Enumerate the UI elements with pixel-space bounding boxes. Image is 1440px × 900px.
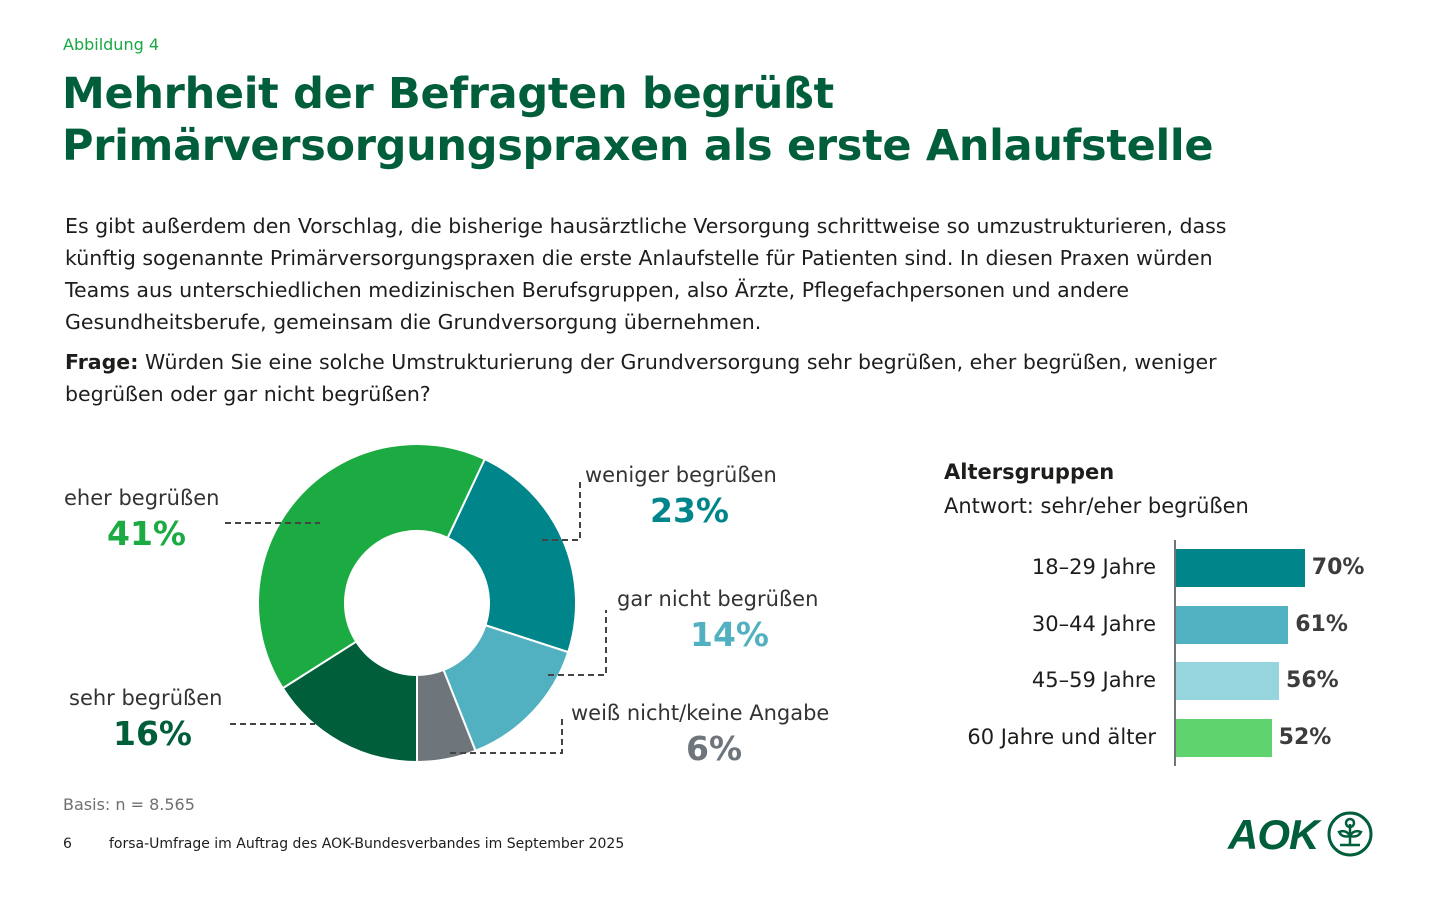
bar-category-label: 30–44 Jahre — [1031, 612, 1156, 636]
question-text: Frage: Würden Sie eine solche Umstruktur… — [65, 346, 1217, 410]
svg-text:AOK: AOK — [1227, 811, 1322, 858]
aok-logo: AOK — [1226, 808, 1376, 862]
question-line: begrüßen oder gar nicht begrüßen? — [65, 382, 431, 406]
slice-label-sehr: sehr begrüßen — [69, 686, 223, 710]
intro-line: künftig sogenannte Primärversorgungsprax… — [65, 246, 1213, 270]
slice-label-eher: eher begrüßen — [64, 486, 220, 510]
basis-note: Basis: n = 8.565 — [63, 795, 195, 814]
slice-value-sehr: 16% — [113, 714, 192, 753]
bar-value-label: 56% — [1286, 668, 1339, 693]
intro-line: Es gibt außerdem den Vorschlag, die bish… — [65, 214, 1227, 238]
leader-line-weniger — [542, 478, 581, 541]
bar-value-label: 61% — [1295, 612, 1348, 637]
page-title: Mehrheit der Befragten begrüßt Primärver… — [62, 68, 1214, 172]
page-number: 6 — [63, 836, 72, 852]
leader-line-weiss-nicht — [450, 715, 563, 754]
donut-slice-0 — [446, 457, 577, 654]
question-label: Frage: — [65, 350, 139, 374]
intro-line: Gesundheitsberufe, gemeinsam die Grundve… — [65, 310, 762, 334]
slice-label-weiss-nicht: weiß nicht/keine Angabe — [571, 701, 830, 725]
bar — [1176, 549, 1305, 587]
slice-value-gar-nicht: 14% — [690, 615, 769, 654]
bar — [1176, 662, 1280, 700]
bar-category-label: 45–59 Jahre — [1031, 668, 1156, 692]
slice-label-weniger: weniger begrüßen — [585, 463, 777, 487]
question-line: Würden Sie eine solche Umstrukturierung … — [138, 350, 1217, 374]
slice-value-weniger: 23% — [650, 491, 729, 530]
bar — [1176, 719, 1272, 757]
bar-axis — [1174, 540, 1176, 766]
slice-label-gar-nicht: gar nicht begrüßen — [617, 587, 819, 611]
leader-line-gar-nicht — [548, 610, 607, 676]
bar-chart-subtitle: Antwort: sehr/eher begrüßen — [944, 494, 1249, 518]
intro-line: Teams aus unterschiedlichen medizinische… — [65, 278, 1129, 302]
slice-value-weiss-nicht: 6% — [686, 729, 743, 768]
donut-slice-1 — [442, 623, 570, 753]
bar — [1176, 606, 1289, 644]
bar-category-label: 60 Jahre und älter — [967, 725, 1156, 749]
bar-chart-title: Altersgruppen — [944, 460, 1115, 484]
intro-text: Es gibt außerdem den Vorschlag, die bish… — [65, 210, 1226, 338]
donut-slice-3 — [281, 640, 418, 764]
figure-label: Abbildung 4 — [63, 35, 160, 54]
aok-logo-icon: AOK — [1227, 811, 1373, 858]
bar-value-label: 70% — [1311, 555, 1365, 580]
bar-category-label: 18–29 Jahre — [1031, 555, 1156, 579]
slice-value-eher: 41% — [107, 514, 186, 553]
source-note: forsa-Umfrage im Auftrag des AOK-Bundesv… — [109, 836, 625, 852]
title-line: Primärversorgungspraxen als erste Anlauf… — [62, 121, 1214, 171]
donut-slice-4 — [257, 443, 487, 690]
title-line: Mehrheit der Befragten begrüßt — [62, 69, 834, 119]
bar-value-label: 52% — [1278, 725, 1332, 750]
